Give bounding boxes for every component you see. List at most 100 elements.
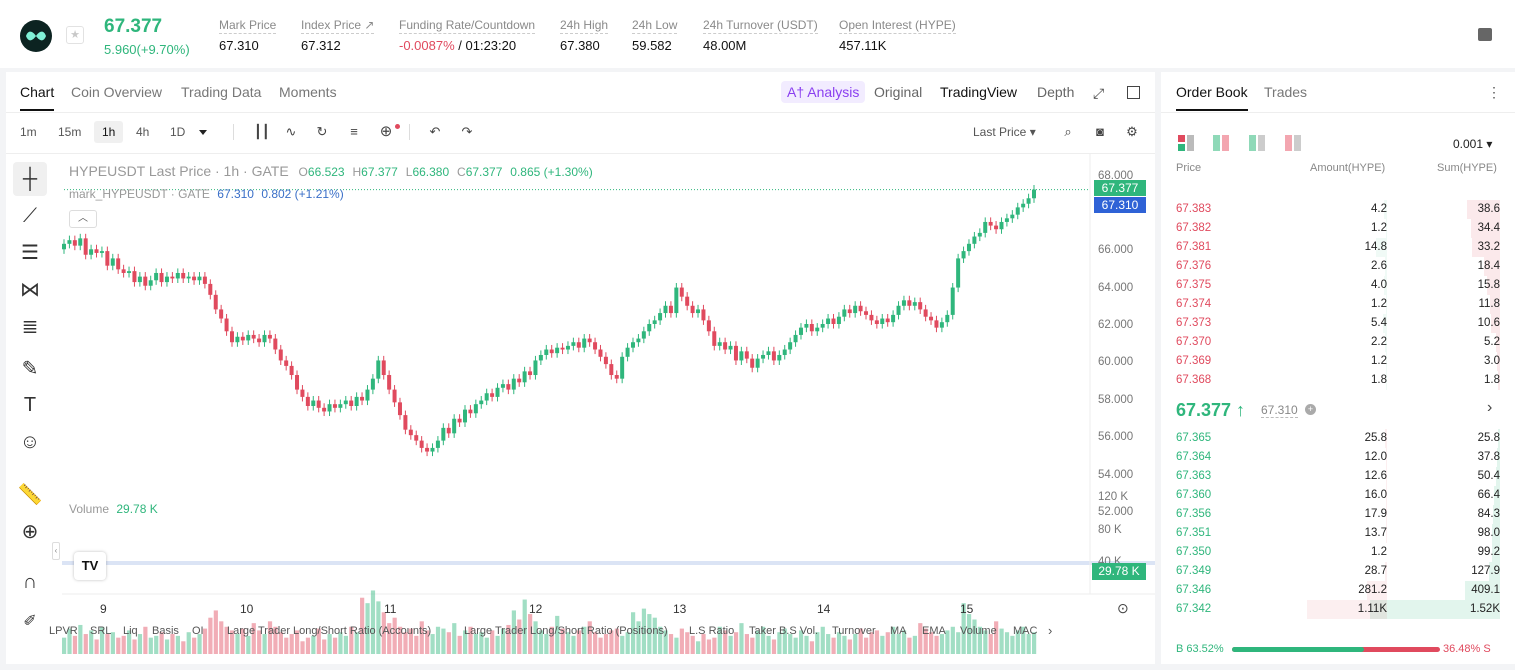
lock-drawing-icon[interactable]: ✐ <box>23 613 37 630</box>
bid-row[interactable]: 67.346 281.2 409.1 <box>1161 581 1515 600</box>
indicator-scroll-right-icon[interactable]: › <box>1048 623 1053 638</box>
favorite-star-icon[interactable]: ★ <box>66 26 84 44</box>
depth-mode-button[interactable]: Depth <box>1037 84 1075 100</box>
indicator-lpvr[interactable]: LPVR <box>49 625 78 637</box>
volume-bar <box>739 623 744 654</box>
ruler-icon[interactable]: 📏 <box>17 484 43 506</box>
bid-row[interactable]: 67.365 25.8 25.8 <box>1161 429 1515 448</box>
interval-4h[interactable]: 4h <box>136 125 150 139</box>
indicator-ltlsr-positions[interactable]: Large Trader Long/Short Ratio (Positions… <box>464 625 668 637</box>
emoji-icon[interactable]: ☺ <box>19 431 41 453</box>
ask-row[interactable]: 67.368 1.8 1.8 <box>1161 371 1515 390</box>
trend-line-icon[interactable]: ⟋ <box>23 205 37 227</box>
tab-trades[interactable]: Trades <box>1264 84 1308 100</box>
view-asks-icon[interactable] <box>1285 135 1301 151</box>
indicator-liq[interactable]: Liq <box>123 625 138 637</box>
more-options-icon[interactable]: ⋮ <box>1487 84 1501 100</box>
bid-row[interactable]: 67.364 12.0 37.8 <box>1161 448 1515 467</box>
crosshair-icon[interactable]: ┼ <box>13 162 47 196</box>
add-alert-icon[interactable]: ⊕ <box>379 123 393 140</box>
candle-body <box>235 336 240 343</box>
ask-row[interactable]: 67.383 4.2 38.6 <box>1161 200 1515 219</box>
indicator-ema[interactable]: EMA <box>922 625 946 637</box>
tab-chart[interactable]: Chart <box>20 84 55 111</box>
volume-bar <box>582 626 587 654</box>
view-both-icon[interactable] <box>1178 135 1194 151</box>
ask-row[interactable]: 67.382 1.2 34.4 <box>1161 219 1515 238</box>
order-sum: 38.6 <box>1477 203 1500 215</box>
indicator-oi[interactable]: OI <box>192 625 204 637</box>
view-bids-icon[interactable] <box>1249 135 1265 151</box>
interval-1h[interactable]: 1h <box>94 121 124 143</box>
indicator-macd[interactable]: MAC <box>1013 625 1038 637</box>
indicator-ls-ratio[interactable]: L.S Ratio <box>689 625 735 637</box>
tradingview-logo[interactable]: TV <box>74 552 106 580</box>
undo-icon[interactable]: ↶ <box>429 124 441 139</box>
precision-select[interactable]: 0.001 ▾ <box>1453 137 1493 151</box>
ai-analysis-button[interactable]: A† Analysis <box>781 81 866 103</box>
bid-row[interactable]: 67.360 16.0 66.4 <box>1161 486 1515 505</box>
tab-order-book[interactable]: Order Book <box>1176 84 1248 111</box>
indicator-volume[interactable]: Volume <box>960 625 997 637</box>
expand-icon[interactable]: ⤢ <box>1093 85 1105 101</box>
chevron-right-icon[interactable]: › <box>1487 399 1493 416</box>
indicator-srl[interactable]: SRL <box>90 625 112 637</box>
guide-book-icon[interactable] <box>1478 28 1492 41</box>
indicator-ltlsr-accounts[interactable]: Large Trader Long/Short Ratio (Accounts) <box>227 625 432 637</box>
ask-row[interactable]: 67.370 2.2 5.2 <box>1161 333 1515 352</box>
sidebar-collapse-handle[interactable]: ‹ <box>52 542 60 560</box>
bid-row[interactable]: 67.342 1.11K 1.52K <box>1161 600 1515 619</box>
interval-15m[interactable]: 15m <box>58 125 82 139</box>
indicator-ma[interactable]: MA <box>890 625 907 637</box>
text-tool-icon[interactable]: T <box>23 394 37 416</box>
zoom-in-icon[interactable]: ⊕ <box>21 521 39 543</box>
redo-icon[interactable]: ↷ <box>461 124 473 139</box>
bid-row[interactable]: 67.363 12.6 50.4 <box>1161 467 1515 486</box>
templates-icon[interactable]: ≡ <box>350 124 358 139</box>
order-price: 67.374 <box>1176 298 1212 310</box>
magnet-icon[interactable]: ∩ <box>22 571 38 593</box>
tradingview-mode-button[interactable]: TradingView <box>940 84 1018 100</box>
screenshot-camera-icon[interactable]: ◙ <box>1096 124 1104 139</box>
ask-row[interactable]: 67.375 4.0 15.8 <box>1161 276 1515 295</box>
search-icon[interactable]: ⌕ <box>1064 124 1072 139</box>
interval-dropdown-icon[interactable] <box>199 130 207 135</box>
tab-coin-overview[interactable]: Coin Overview <box>71 84 163 100</box>
horizontal-lines-icon[interactable]: ☰ <box>21 242 39 264</box>
tab-moments[interactable]: Moments <box>279 84 337 100</box>
volume-bar <box>181 641 186 654</box>
indicators-icon[interactable]: ∿ <box>285 124 297 139</box>
ask-row[interactable]: 67.373 5.4 10.6 <box>1161 314 1515 333</box>
bid-row[interactable]: 67.356 17.9 84.3 <box>1161 505 1515 524</box>
brush-icon[interactable]: ✎ <box>21 358 39 380</box>
indicator-turnover[interactable]: Turnover <box>832 625 876 637</box>
bid-row[interactable]: 67.350 1.2 99.2 <box>1161 543 1515 562</box>
info-icon[interactable]: + <box>1305 404 1316 415</box>
window-icon[interactable] <box>1127 86 1140 99</box>
compare-icon[interactable]: ↻ <box>316 124 328 139</box>
auto-scale-icon[interactable]: ⊙ <box>1117 600 1129 616</box>
indicator-taker-bs-vol[interactable]: Taker B.S Vol. <box>749 625 819 637</box>
fib-retracement-icon[interactable]: ≣ <box>21 316 39 338</box>
view-split-icon[interactable] <box>1213 135 1229 151</box>
indicator-basis[interactable]: Basis <box>152 625 179 637</box>
stat-index-price[interactable]: Index Price ↗ 67.312 <box>301 18 375 53</box>
tab-trading-data[interactable]: Trading Data <box>181 84 262 100</box>
ask-row[interactable]: 67.381 14.8 33.2 <box>1161 238 1515 257</box>
ask-row[interactable]: 67.376 2.6 18.4 <box>1161 257 1515 276</box>
price-type-select[interactable]: Last Price ▾ <box>973 125 1036 139</box>
pattern-icon[interactable]: ⋈ <box>20 279 40 301</box>
original-mode-button[interactable]: Original <box>874 84 923 100</box>
candlestick-type-icon[interactable]: ┃┃ <box>254 124 270 139</box>
bid-row[interactable]: 67.351 13.7 98.0 <box>1161 524 1515 543</box>
legend-collapse-icon[interactable]: ︿ <box>69 210 97 228</box>
price-chart[interactable] <box>6 154 1155 664</box>
ask-row[interactable]: 67.374 1.2 11.8 <box>1161 295 1515 314</box>
interval-1m[interactable]: 1m <box>20 125 37 139</box>
candle-body <box>755 358 760 368</box>
interval-1d[interactable]: 1D <box>170 125 186 139</box>
order-sum: 5.2 <box>1484 336 1500 348</box>
settings-gear-icon[interactable]: ⚙ <box>1126 124 1138 139</box>
ask-row[interactable]: 67.369 1.2 3.0 <box>1161 352 1515 371</box>
bid-row[interactable]: 67.349 28.7 127.9 <box>1161 562 1515 581</box>
